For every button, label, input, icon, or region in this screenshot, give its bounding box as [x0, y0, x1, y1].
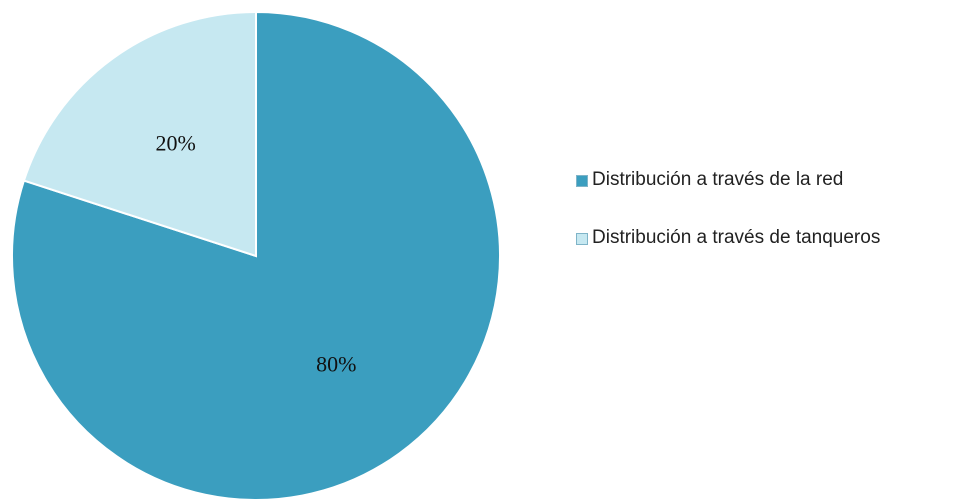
legend: Distribución a través de la red Distribuc…: [576, 168, 976, 284]
pie-slice: [11, 10, 501, 501]
legend-swatch: [576, 175, 588, 187]
legend-item: Distribución a través de tanqueros: [576, 226, 976, 250]
data-label: 20%: [156, 131, 196, 156]
legend-item: Distribución a través de la red: [576, 168, 976, 192]
legend-label: Distribución a través de la red: [592, 169, 844, 190]
data-label: 80%: [316, 352, 356, 377]
legend-label: Distribución a través de tanqueros: [592, 227, 881, 248]
legend-swatch: [576, 233, 588, 245]
pie-area: 80% 20%: [11, 10, 501, 501]
pie-slice: [22, 10, 257, 258]
